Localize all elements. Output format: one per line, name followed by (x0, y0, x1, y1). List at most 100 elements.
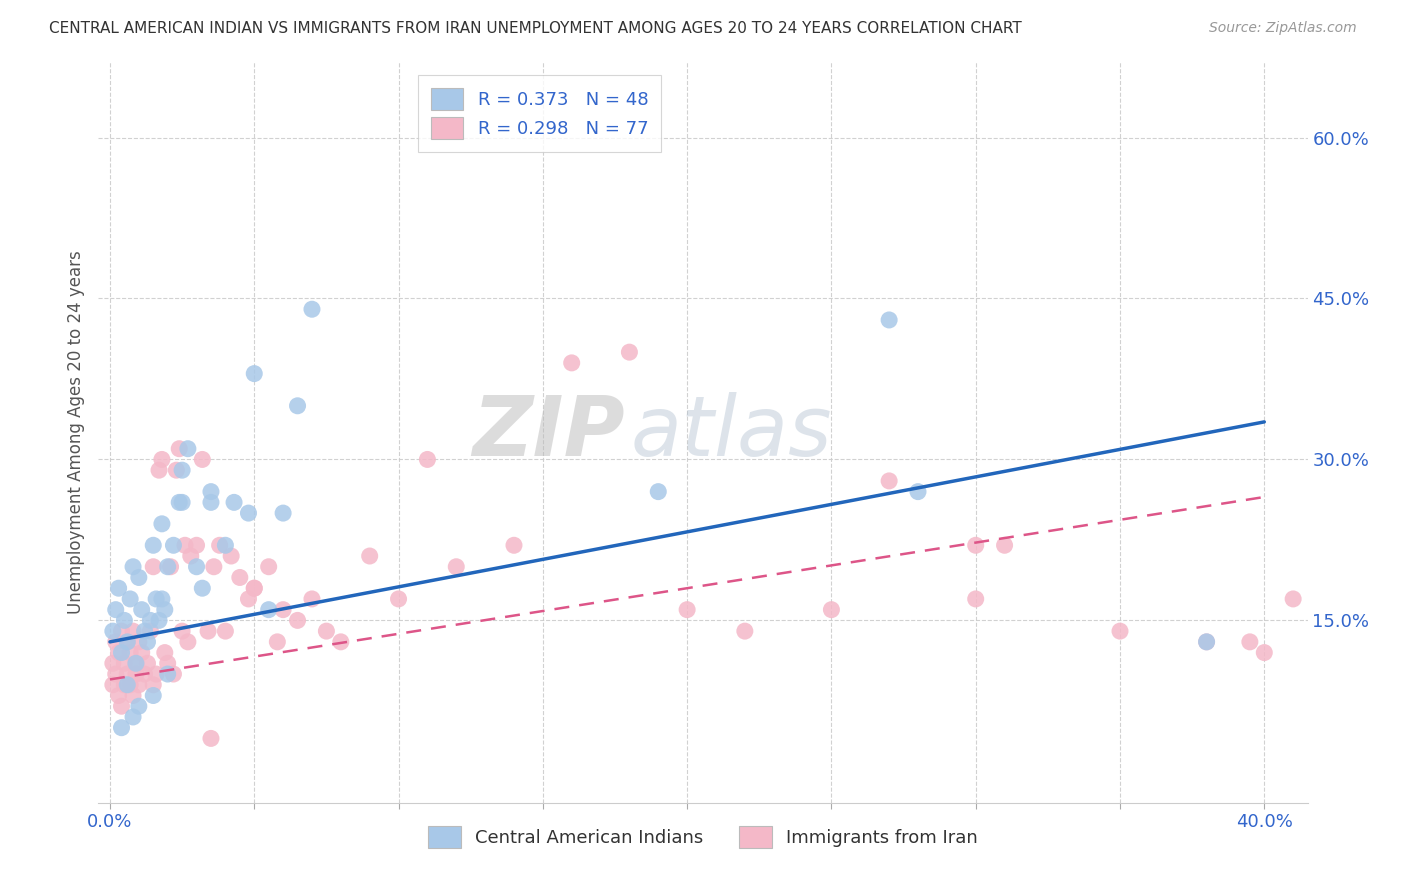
Point (907, 484, 929, 499)
Text: CENTRAL AMERICAN INDIAN VS IMMIGRANTS FROM IRAN UNEMPLOYMENT AMONG AGES 20 TO 24: CENTRAL AMERICAN INDIAN VS IMMIGRANTS FR… (49, 21, 1022, 36)
Text: atlas: atlas (630, 392, 832, 473)
Point (214, 624, 236, 639)
Point (877, 313, 900, 327)
Text: ZIP: ZIP (472, 392, 624, 473)
Point (167, 495, 190, 509)
Point (174, 538, 197, 552)
Point (150, 591, 173, 606)
Point (503, 538, 526, 552)
Point (197, 624, 219, 639)
Point (647, 484, 669, 499)
Point (167, 442, 190, 456)
Point (877, 474, 900, 488)
Point (156, 667, 179, 681)
Point (257, 602, 280, 616)
Point (200, 484, 222, 499)
Point (156, 559, 179, 574)
Point (142, 678, 165, 692)
Point (148, 463, 170, 477)
Point (1239, 635, 1261, 649)
Point (271, 602, 294, 616)
Point (145, 591, 167, 606)
Point (191, 452, 214, 467)
Point (148, 614, 170, 628)
Point (243, 581, 266, 595)
Point (271, 506, 294, 520)
Point (117, 635, 139, 649)
Point (238, 506, 260, 520)
Point (200, 731, 222, 746)
Point (153, 646, 176, 660)
Point (162, 667, 184, 681)
Point (301, 302, 323, 317)
Point (131, 602, 153, 616)
Point (214, 538, 236, 552)
Point (110, 624, 132, 639)
Point (993, 538, 1015, 552)
Point (131, 646, 153, 660)
Point (125, 657, 148, 671)
Point (1195, 635, 1218, 649)
Legend: Central American Indians, Immigrants from Iran: Central American Indians, Immigrants fro… (415, 814, 991, 861)
Point (101, 678, 124, 692)
Point (191, 581, 214, 595)
Point (287, 399, 309, 413)
Point (107, 581, 129, 595)
Point (120, 646, 142, 660)
Point (159, 559, 181, 574)
Point (243, 367, 266, 381)
Point (110, 699, 132, 714)
Point (128, 678, 150, 692)
Point (561, 356, 583, 370)
Point (172, 495, 194, 509)
Point (156, 657, 179, 671)
Point (676, 602, 699, 616)
Point (965, 591, 987, 606)
Point (122, 559, 145, 574)
Point (177, 442, 200, 456)
Point (1109, 624, 1132, 639)
Point (139, 614, 162, 628)
Point (150, 452, 173, 467)
Point (1282, 591, 1305, 606)
Point (208, 538, 231, 552)
Point (120, 591, 142, 606)
Point (387, 591, 409, 606)
Point (359, 549, 381, 563)
Point (142, 538, 165, 552)
Point (186, 538, 208, 552)
Point (120, 678, 142, 692)
Y-axis label: Unemployment Among Ages 20 to 24 years: Unemployment Among Ages 20 to 24 years (66, 251, 84, 615)
Point (165, 463, 187, 477)
Point (315, 624, 337, 639)
Text: Source: ZipAtlas.com: Source: ZipAtlas.com (1209, 21, 1357, 35)
Point (107, 689, 129, 703)
Point (136, 657, 159, 671)
Point (243, 581, 266, 595)
Point (416, 452, 439, 467)
Point (145, 667, 167, 681)
Point (128, 570, 150, 584)
Point (107, 646, 129, 660)
Point (134, 667, 156, 681)
Point (117, 667, 139, 681)
Point (229, 570, 252, 584)
Point (301, 591, 323, 606)
Point (104, 635, 127, 649)
Point (153, 602, 176, 616)
Point (222, 495, 245, 509)
Point (162, 538, 184, 552)
Point (142, 559, 165, 574)
Point (101, 657, 124, 671)
Point (200, 495, 222, 509)
Point (139, 624, 162, 639)
Point (202, 559, 225, 574)
Point (136, 635, 159, 649)
Point (134, 624, 156, 639)
Point (104, 602, 127, 616)
Point (150, 516, 173, 531)
Point (238, 591, 260, 606)
Point (1253, 646, 1275, 660)
Point (172, 463, 194, 477)
Point (142, 689, 165, 703)
